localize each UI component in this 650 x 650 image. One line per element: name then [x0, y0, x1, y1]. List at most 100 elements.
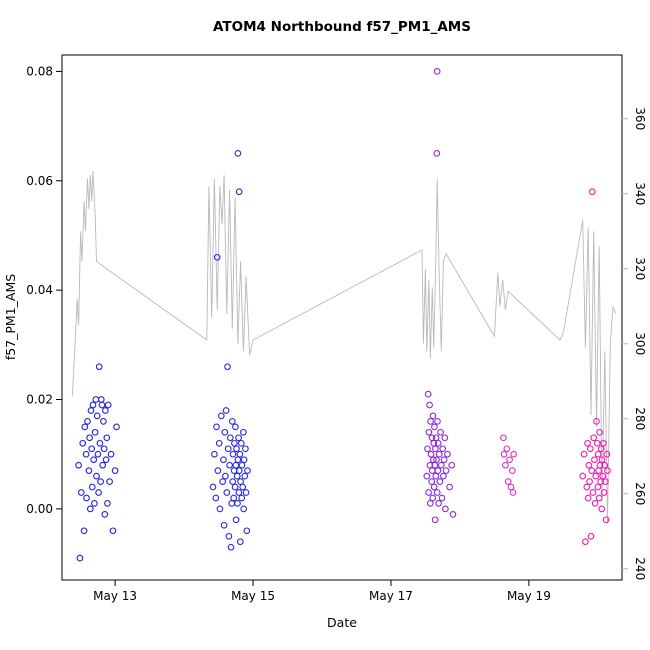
data-point [603, 450, 611, 458]
data-point [589, 489, 597, 496]
data-point [107, 450, 115, 458]
data-point [504, 478, 512, 485]
data-point [235, 188, 243, 196]
data-point [437, 428, 444, 436]
data-point [590, 434, 598, 442]
data-point [509, 489, 517, 496]
data-point [579, 472, 587, 480]
data-point [244, 467, 251, 474]
data-point [222, 407, 230, 414]
y-right-tick-label: 360 [633, 107, 647, 130]
data-point [223, 489, 231, 496]
data-point [236, 538, 244, 546]
data-point [592, 472, 600, 480]
data-point [430, 483, 438, 491]
data-point [604, 467, 611, 474]
data-point [213, 253, 221, 261]
data-point [100, 418, 107, 425]
data-point [92, 396, 100, 403]
data-point [435, 500, 442, 507]
data-point [99, 461, 107, 469]
data-point [427, 450, 435, 458]
data-point [448, 461, 456, 469]
data-point [77, 489, 85, 496]
data-point [91, 500, 98, 507]
data-point [597, 478, 604, 485]
data-point [84, 418, 91, 425]
data-point [232, 516, 240, 524]
data-point [229, 478, 237, 485]
data-point [224, 363, 231, 371]
data-point [214, 467, 222, 474]
data-point [243, 527, 251, 535]
data-point [91, 428, 99, 436]
data-point [593, 418, 600, 425]
data-point [433, 150, 441, 157]
data-point [79, 439, 87, 447]
data-point [601, 461, 609, 469]
data-point [429, 412, 437, 420]
data-point [224, 445, 232, 453]
data-point [431, 516, 439, 524]
data-point [437, 461, 445, 469]
data-point [594, 450, 602, 458]
data-point [100, 445, 108, 453]
x-tick-label: May 15 [231, 589, 275, 603]
data-point [440, 456, 448, 464]
data-point [240, 505, 248, 513]
data-point [229, 450, 237, 458]
data-point [103, 434, 111, 442]
data-point [232, 461, 240, 469]
data-point [80, 527, 88, 535]
data-point [98, 401, 106, 409]
data-point [226, 461, 233, 469]
x-tick-label: May 13 [93, 589, 137, 603]
data-point [600, 439, 607, 447]
data-point [234, 500, 241, 507]
data-point [433, 68, 441, 75]
data-point [444, 450, 451, 458]
y-right-tick-label: 280 [633, 407, 647, 430]
data-point [600, 489, 608, 496]
data-point [220, 456, 227, 464]
data-point [86, 505, 94, 513]
data-point [582, 538, 589, 546]
data-point [449, 511, 457, 518]
data-point [431, 423, 438, 431]
data-point [239, 483, 247, 491]
data-point [211, 450, 218, 458]
y-left-tick-label: 0.04 [26, 283, 53, 297]
data-point [584, 439, 591, 447]
data-point [597, 445, 605, 453]
data-point [238, 494, 246, 502]
data-point [426, 461, 434, 469]
data-point [209, 483, 217, 491]
data-point [232, 423, 239, 431]
y-left-tick-label: 0.06 [26, 174, 53, 188]
data-point [441, 434, 449, 442]
data-point [93, 412, 101, 420]
y-left-tick-label: 0.08 [26, 64, 53, 78]
y-right-tick-label: 300 [633, 332, 647, 355]
data-point [584, 494, 592, 502]
data-point [109, 527, 117, 535]
data-point [82, 450, 90, 458]
data-point [87, 407, 95, 414]
data-point [503, 445, 511, 453]
data-point [434, 439, 442, 447]
data-point [438, 494, 446, 502]
data-point [596, 461, 604, 469]
plot-box [61, 54, 623, 581]
data-point [88, 483, 96, 491]
data-point [426, 401, 433, 409]
data-point [602, 478, 609, 485]
data-point [75, 461, 82, 469]
data-point [587, 532, 595, 540]
chart-title: ATOM4 Northbound f57_PM1_AMS [213, 19, 471, 35]
data-point [595, 494, 603, 502]
data-point [593, 439, 601, 447]
data-point [95, 489, 102, 496]
data-point [85, 467, 93, 474]
